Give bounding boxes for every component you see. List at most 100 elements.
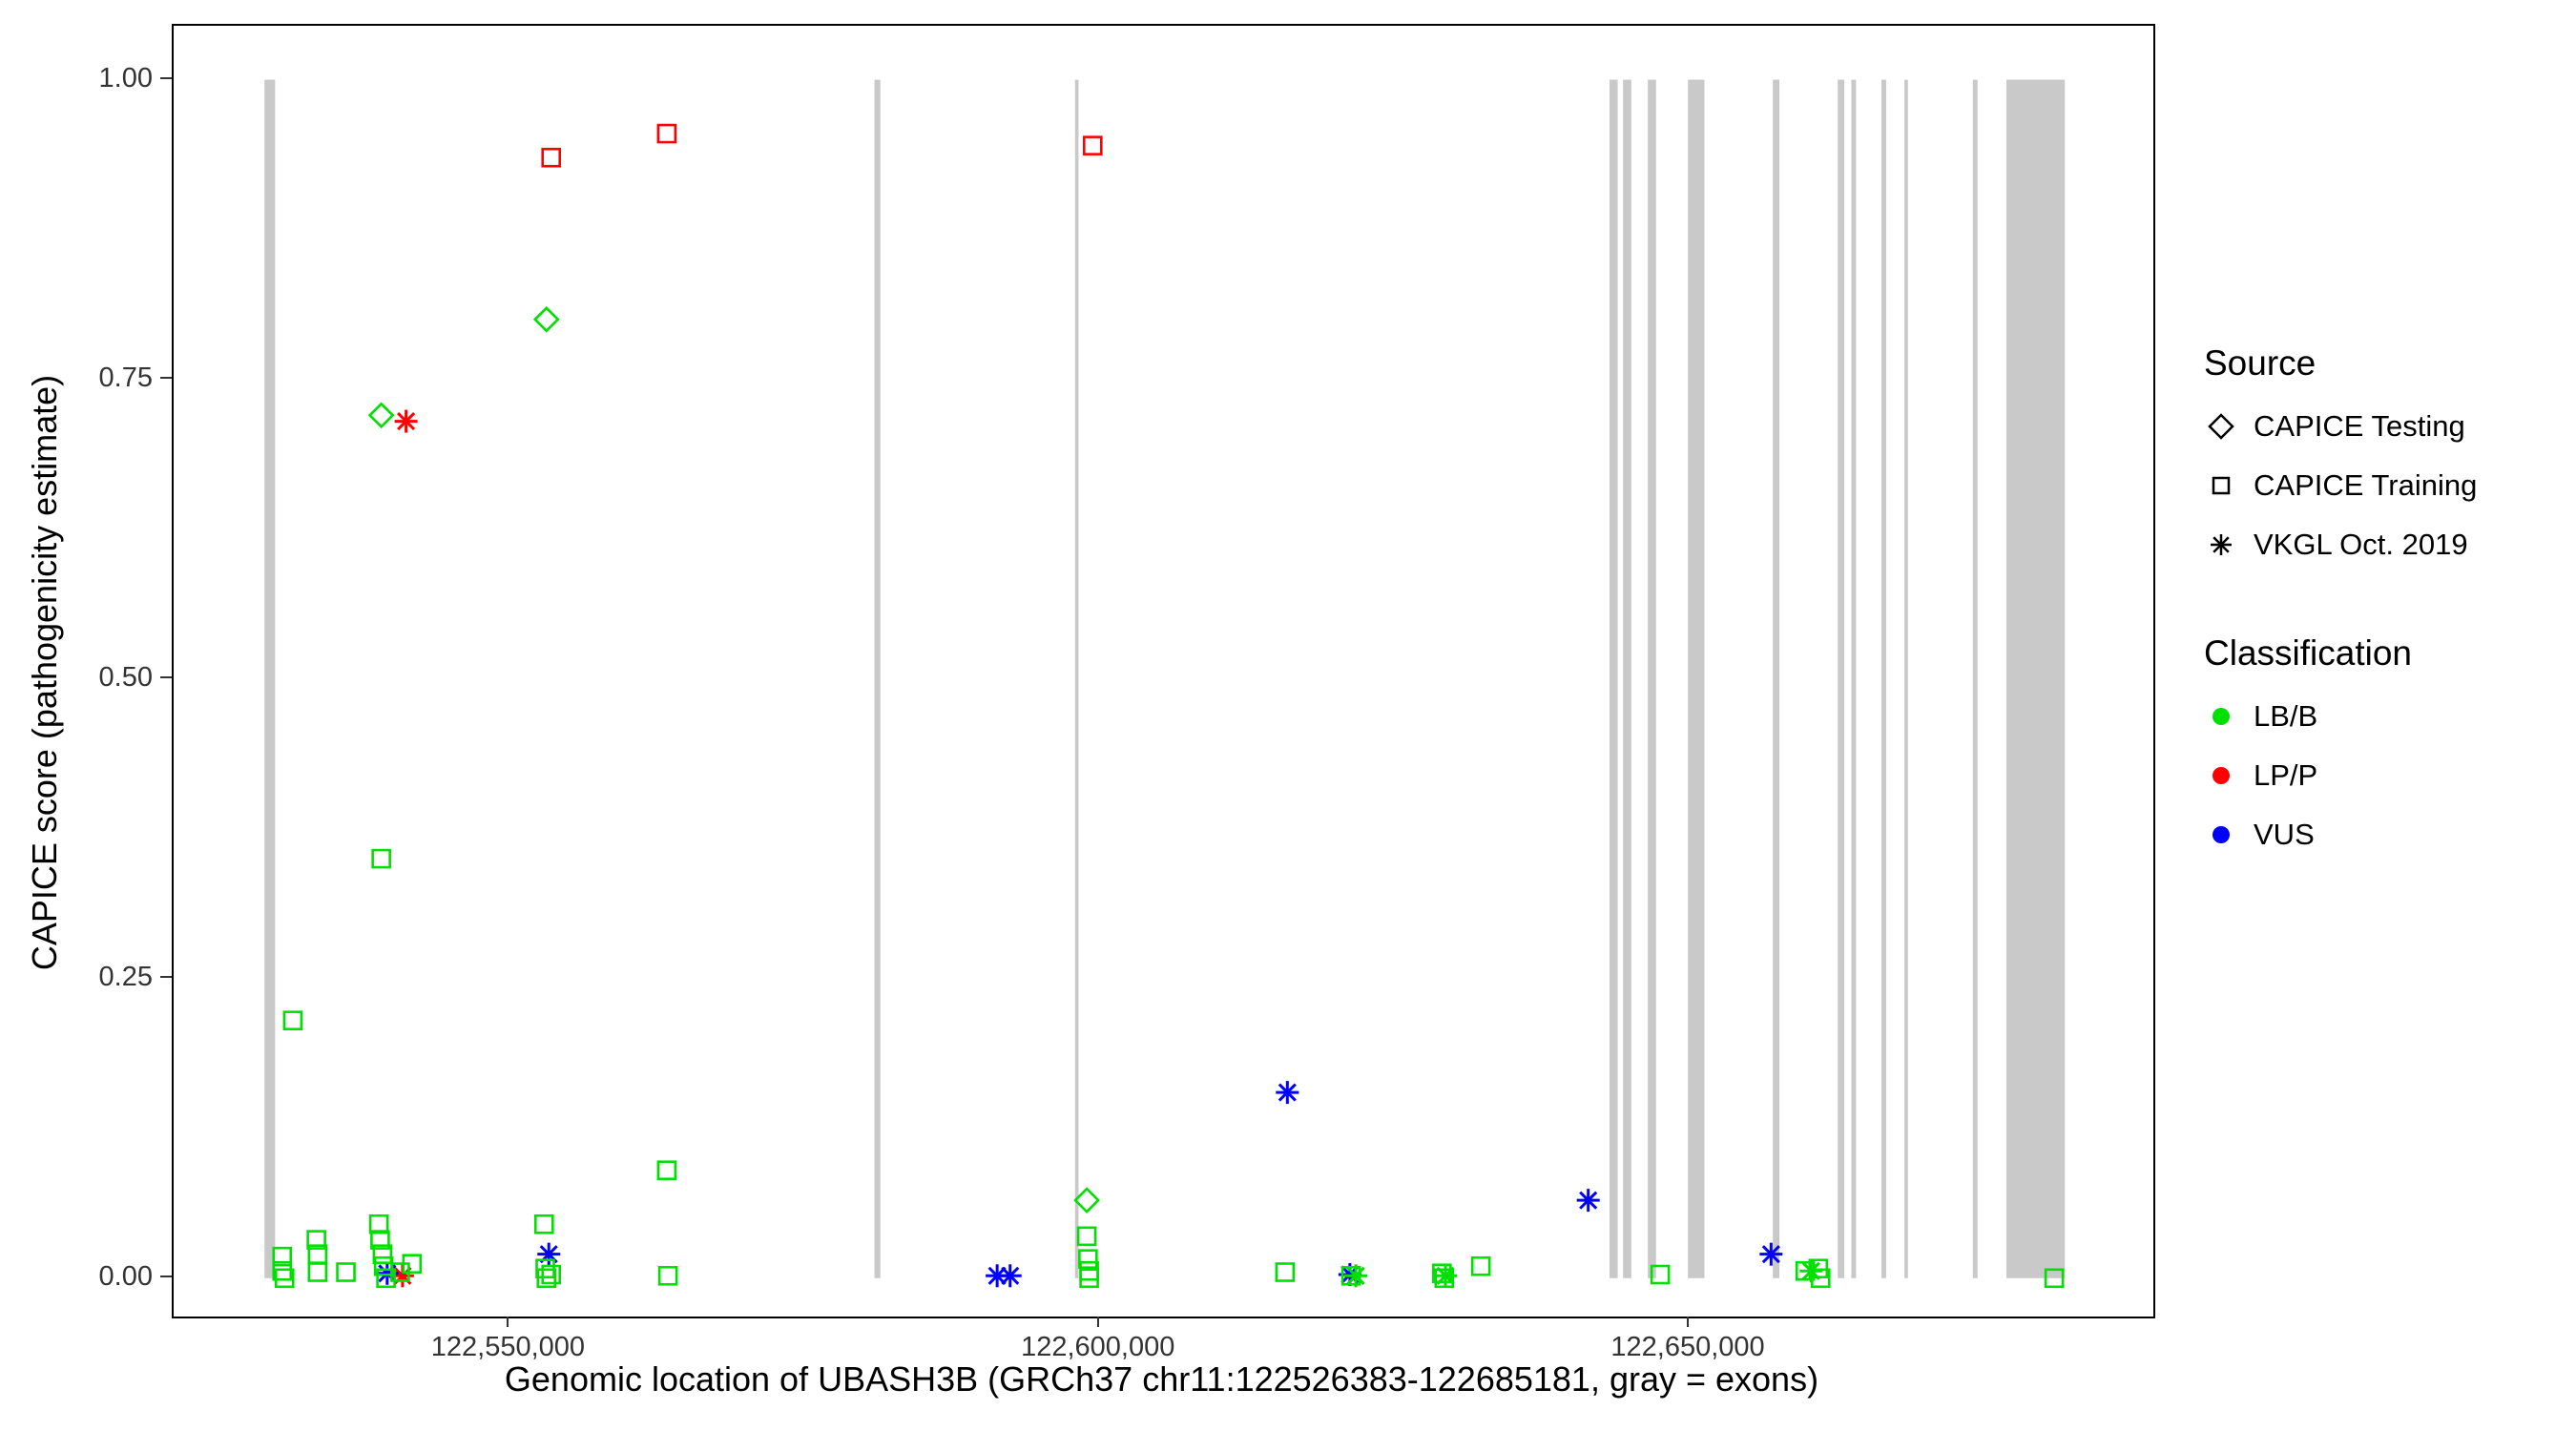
exon-bar xyxy=(1623,79,1631,1278)
data-point xyxy=(1078,1249,1098,1269)
asterisk-icon xyxy=(2211,534,2232,555)
data-point xyxy=(282,1010,303,1031)
exon-bar xyxy=(1773,79,1780,1278)
data-point xyxy=(1759,1242,1783,1266)
data-point xyxy=(1434,1268,1455,1289)
data-point xyxy=(1650,1264,1671,1285)
data-point xyxy=(1076,1226,1097,1247)
y-tick-label: 0.25 xyxy=(98,961,153,992)
legend-label-vkgl: VKGL Oct. 2019 xyxy=(2254,528,2468,561)
exon-bar xyxy=(1904,79,1908,1278)
data-point xyxy=(2044,1268,2065,1289)
circle-icon xyxy=(2212,708,2230,725)
data-point xyxy=(656,1160,677,1181)
data-point xyxy=(307,1262,328,1282)
y-tick-mark xyxy=(160,675,172,678)
exon-bar xyxy=(1972,79,1978,1278)
data-point xyxy=(1470,1255,1491,1276)
legend-classification-title: Classification xyxy=(2204,633,2412,673)
legend: Source CAPICE Testing CAPICE Training xyxy=(2204,343,2566,864)
y-tick-label: 0.50 xyxy=(98,661,153,693)
exon-bar xyxy=(1609,79,1618,1278)
exon-bar xyxy=(1851,79,1857,1278)
square-icon xyxy=(2212,476,2231,495)
asterisk-line xyxy=(1278,1083,1297,1102)
legend-item-capice-training: CAPICE Training xyxy=(2204,456,2566,515)
legend-label-capice-training: CAPICE Training xyxy=(2254,468,2478,502)
x-tick-mark xyxy=(1687,1317,1690,1327)
data-point xyxy=(1576,1189,1600,1213)
y-tick-label: 0.75 xyxy=(98,362,153,393)
asterisk-line xyxy=(987,1266,1007,1285)
data-point xyxy=(272,1246,293,1267)
y-tick-label: 1.00 xyxy=(98,62,153,93)
data-point xyxy=(394,409,418,433)
exon-bar xyxy=(1880,79,1886,1278)
x-tick-mark xyxy=(507,1317,509,1327)
circle-icon xyxy=(2212,767,2230,784)
diamond-icon xyxy=(2208,413,2234,440)
data-point xyxy=(1079,1260,1099,1281)
legend-item-vus: VUS xyxy=(2204,805,2566,864)
data-point xyxy=(532,305,560,333)
data-point xyxy=(656,123,677,144)
asterisk-line xyxy=(1001,1266,1020,1285)
exon-bar xyxy=(1838,79,1845,1278)
data-point xyxy=(376,1268,396,1289)
x-tick-mark xyxy=(1096,1317,1099,1327)
data-point xyxy=(998,1264,1022,1288)
exon-bar xyxy=(1074,79,1079,1278)
data-point xyxy=(1276,1081,1299,1105)
legend-source-title: Source xyxy=(2204,343,2316,383)
legend-label-lbb: LB/B xyxy=(2254,699,2318,733)
data-point xyxy=(272,1260,293,1281)
asterisk-line xyxy=(1761,1245,1780,1264)
data-point xyxy=(306,1230,326,1250)
data-point xyxy=(336,1262,356,1282)
data-point xyxy=(1340,1265,1361,1286)
plot-panel xyxy=(172,24,2155,1318)
data-point xyxy=(372,1244,393,1264)
exon-bar xyxy=(2006,79,2066,1278)
legend-label-vus: VUS xyxy=(2254,818,2315,851)
data-point xyxy=(541,1264,562,1285)
data-point xyxy=(368,1213,389,1234)
x-tick-label: 122,650,000 xyxy=(1610,1332,1765,1362)
x-tick-label: 122,550,000 xyxy=(430,1332,586,1362)
data-point xyxy=(536,1268,557,1289)
legend-label-capice-testing: CAPICE Testing xyxy=(2254,409,2465,443)
data-point xyxy=(367,402,395,429)
y-tick-label: 0.00 xyxy=(98,1260,153,1292)
data-point xyxy=(370,1230,390,1250)
data-point xyxy=(371,848,391,869)
data-point xyxy=(402,1254,423,1275)
legend-item-lpp: LP/P xyxy=(2204,746,2566,805)
data-point xyxy=(1810,1268,1831,1289)
exon-bar xyxy=(874,79,881,1278)
y-tick-mark xyxy=(160,975,172,978)
data-point xyxy=(1275,1262,1296,1282)
exon-bar xyxy=(264,79,276,1278)
y-tick-mark xyxy=(160,1275,172,1277)
legend-item-capice-testing: CAPICE Testing xyxy=(2204,397,2566,456)
exon-bar xyxy=(1688,79,1705,1278)
data-point xyxy=(657,1265,678,1286)
asterisk-line xyxy=(397,412,416,431)
data-point xyxy=(541,147,562,168)
y-tick-mark xyxy=(160,376,172,379)
x-tick-label: 122,600,000 xyxy=(1021,1332,1175,1362)
asterisk-line xyxy=(1579,1191,1598,1210)
exon-bar xyxy=(1648,79,1656,1278)
legend-item-lbb: LB/B xyxy=(2204,687,2566,746)
y-tick-mark xyxy=(160,76,172,79)
scatter-plot xyxy=(264,79,2066,1289)
circle-icon xyxy=(2212,826,2230,843)
asterisk-line xyxy=(1346,1266,1365,1285)
data-point xyxy=(1073,1187,1100,1213)
legend-item-vkgl: VKGL Oct. 2019 xyxy=(2204,515,2566,574)
data-point xyxy=(1079,1268,1099,1289)
data-point xyxy=(274,1268,295,1289)
data-point xyxy=(533,1213,554,1234)
legend-label-lpp: LP/P xyxy=(2254,758,2318,792)
